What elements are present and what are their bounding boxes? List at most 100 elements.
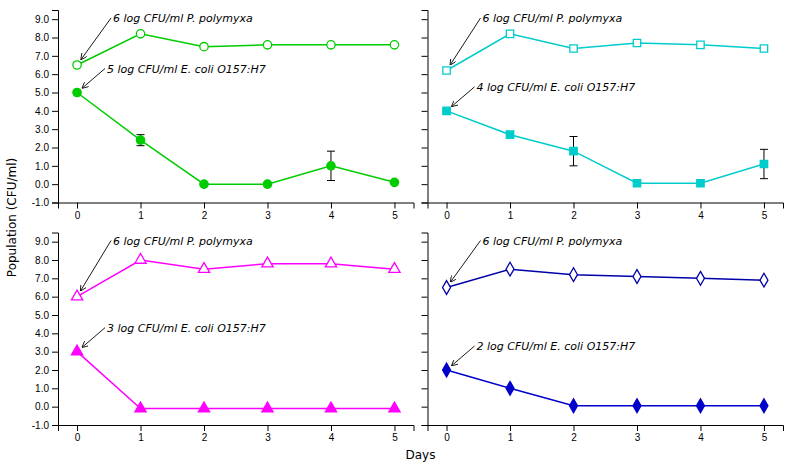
tick: 8.0 [35, 32, 58, 43]
tick-mark [764, 203, 765, 209]
tick-mark [422, 315, 428, 316]
tick: 3.0 [35, 346, 58, 357]
tick-label: 9.0 [35, 14, 49, 25]
tick-label: 4 [329, 432, 335, 443]
series-line [447, 111, 764, 183]
tick: 2 [571, 203, 577, 221]
tick-mark [447, 425, 448, 431]
tick-label: 5 [762, 432, 768, 443]
tick-label: 5 [762, 210, 768, 221]
tick-mark [422, 56, 428, 57]
tick: 1 [508, 203, 514, 221]
point [633, 270, 641, 284]
panel: 012345-1.00.01.02.03.04.05.06.07.08.09.0… [32, 233, 414, 443]
tick-mark [204, 425, 205, 431]
point [71, 345, 82, 355]
tick [422, 166, 428, 167]
tick [422, 425, 428, 426]
tick-label: 0 [75, 210, 81, 221]
tick-mark [422, 388, 428, 389]
chart: 012345-1.00.01.02.03.04.05.06.07.08.09.0… [0, 0, 795, 467]
tick-mark [52, 203, 58, 204]
axis-line [422, 11, 429, 204]
tick: 5 [392, 425, 398, 443]
tick: 2.0 [35, 142, 58, 153]
annotation-arrow [82, 328, 105, 347]
tick-mark [52, 242, 58, 243]
tick-mark [141, 203, 142, 209]
plot-area [73, 30, 399, 189]
tick: 3 [635, 425, 641, 443]
annotation: 4 log CFU/ml E. coli O157:H7 [477, 81, 636, 94]
annotation: 6 log CFU/ml P. polymyxa [483, 235, 623, 248]
tick-label: 0.0 [35, 179, 49, 190]
tick-mark [637, 425, 638, 431]
error-bar [570, 137, 578, 166]
tick [422, 333, 428, 334]
tick: 1.0 [35, 383, 58, 394]
point [262, 257, 273, 267]
tick-label: 1 [138, 432, 144, 443]
point [570, 45, 577, 52]
tick-label: 0 [444, 432, 450, 443]
tick-label: 3.0 [35, 346, 49, 357]
point [263, 180, 271, 188]
tick: 4 [329, 425, 335, 443]
series-line [77, 260, 394, 297]
tick-mark [422, 242, 428, 243]
annotation-arrow [451, 241, 481, 282]
tick-mark [422, 111, 428, 112]
point [506, 131, 513, 138]
error-bar-cap [327, 151, 335, 152]
point [73, 88, 81, 96]
tick-label: 5.0 [35, 87, 49, 98]
tick [422, 278, 428, 279]
tick: 6.0 [35, 69, 58, 80]
tick-mark [331, 425, 332, 431]
point [633, 399, 641, 413]
tick-label: 0.0 [35, 401, 49, 412]
tick-mark [574, 425, 575, 431]
tick [422, 38, 428, 39]
error-bar [760, 149, 768, 178]
tick-label: 4 [329, 210, 335, 221]
axis-line [428, 426, 784, 432]
tick-mark [422, 425, 428, 426]
point [263, 41, 271, 49]
tick-label: 5 [392, 210, 398, 221]
tick-mark [422, 352, 428, 353]
point [633, 180, 640, 187]
tick-mark [52, 166, 58, 167]
tick-mark [422, 148, 428, 149]
tick-mark [52, 38, 58, 39]
tick-label: 1.0 [35, 161, 49, 172]
tick-mark [204, 203, 205, 209]
tick-label: -1.0 [32, 197, 50, 208]
tick [422, 19, 428, 20]
series-line [77, 34, 394, 65]
series-line [447, 370, 764, 406]
tick-label: -1.0 [32, 420, 50, 431]
tick-mark [52, 93, 58, 94]
tick-label: 2 [571, 432, 577, 443]
tick [422, 93, 428, 94]
error-bar [327, 151, 335, 180]
annotation: 6 log CFU/ml P. polymyxa [483, 12, 623, 25]
tick-label: 3 [265, 210, 271, 221]
tick-mark [52, 111, 58, 112]
point [696, 271, 704, 285]
tick [422, 242, 428, 243]
tick-mark [510, 425, 511, 431]
tick: 3 [265, 203, 271, 221]
tick: 9.0 [35, 236, 58, 247]
point [198, 402, 209, 412]
tick-label: 5.0 [35, 310, 49, 321]
tick-mark [267, 425, 268, 431]
point [200, 42, 208, 50]
error-bar-cap [570, 136, 578, 137]
x-axis-title: Days [406, 448, 436, 462]
tick-mark [267, 203, 268, 209]
tick [422, 388, 428, 389]
tick-label: 1.0 [35, 383, 49, 394]
tick: 2 [571, 425, 577, 443]
